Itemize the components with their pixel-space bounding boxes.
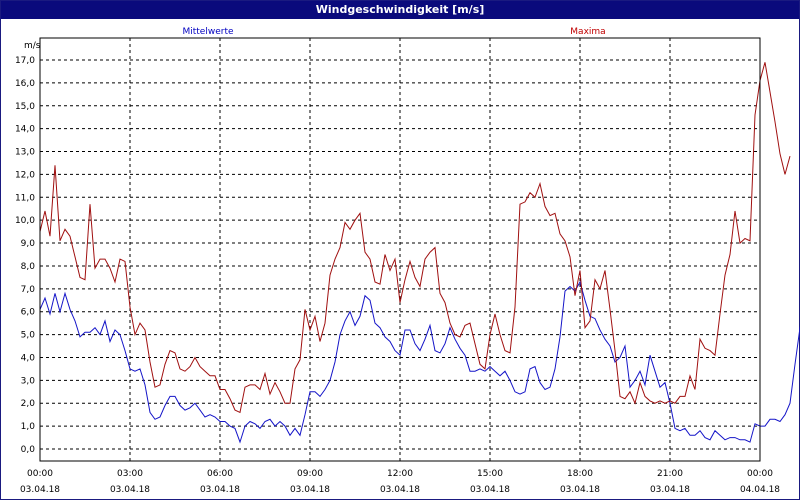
y-tick-label: 14,0 — [15, 125, 35, 135]
x-tick-date: 03.04.18 — [560, 485, 600, 495]
y-axis-ticks: 0,0 1,0 2,0 3,0 4,0 5,0 6,0 7,0 8,0 9,0 10,0 11,0 12… — [15, 56, 35, 455]
series-layer — [39, 62, 800, 444]
x-tick-date: 03.04.18 — [20, 485, 60, 495]
x-tick-time: 12:00 — [387, 469, 413, 479]
y-tick-label: 16,0 — [15, 79, 35, 89]
x-tick-time: 06:00 — [207, 469, 233, 479]
x-tick-time: 15:00 — [477, 469, 503, 479]
y-tick-label: 1,0 — [21, 422, 36, 432]
y-tick-label: 8,0 — [21, 262, 36, 272]
series-mittelwerte-line — [39, 280, 800, 444]
y-tick-label: 6,0 — [21, 308, 36, 318]
y-tick-label: 13,0 — [15, 148, 35, 158]
x-tick-date: 03.04.18 — [110, 485, 150, 495]
legend-mittelwerte: Mittelwerte — [182, 27, 233, 37]
y-tick-label: 12,0 — [15, 170, 35, 180]
grid-layer — [40, 38, 760, 461]
x-tick-time: 00:00 — [27, 469, 53, 479]
x-tick-date: 03.04.18 — [380, 485, 420, 495]
y-tick-label: 5,0 — [21, 331, 36, 341]
y-tick-label: 3,0 — [21, 376, 36, 386]
x-tick-date: 03.04.18 — [290, 485, 330, 495]
x-tick-date: 04.04.18 — [740, 485, 780, 495]
x-tick-time: 00:00 — [747, 469, 773, 479]
y-tick-label: 0,0 — [21, 445, 36, 455]
x-tick-time: 09:00 — [297, 469, 323, 479]
x-tick-time: 18:00 — [567, 469, 593, 479]
x-tick-time: 03:00 — [117, 469, 143, 479]
y-axis-unit: m/s — [24, 41, 41, 51]
window-title: Windgeschwindigkeit [m/s] — [1, 1, 799, 19]
y-tick-label: 9,0 — [21, 239, 36, 249]
x-tick-date: 03.04.18 — [200, 485, 240, 495]
y-tick-label: 7,0 — [21, 285, 36, 295]
y-tick-label: 10,0 — [15, 216, 35, 226]
x-axis-ticks: 00:00 03.04.18 03:00 03.04.18 06:00 03.04.18 0… — [20, 469, 780, 495]
y-tick-label: 4,0 — [21, 353, 36, 363]
y-tick-label: 15,0 — [15, 102, 35, 112]
series-maxima-line — [39, 62, 791, 414]
x-tick-date: 03.04.18 — [470, 485, 510, 495]
y-tick-label: 11,0 — [15, 193, 35, 203]
legend-maxima: Maxima — [570, 27, 605, 37]
x-tick-date: 03.04.18 — [650, 485, 690, 495]
y-tick-label: 17,0 — [15, 56, 35, 66]
plot-frame — [39, 37, 761, 462]
y-tick-label: 2,0 — [21, 399, 36, 409]
x-tick-time: 21:00 — [657, 469, 683, 479]
